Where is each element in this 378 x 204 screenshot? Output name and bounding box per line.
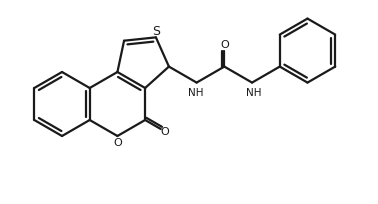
Text: O: O	[220, 40, 229, 50]
Text: NH: NH	[246, 88, 262, 98]
Text: NH: NH	[188, 88, 203, 98]
Text: S: S	[152, 25, 160, 38]
Text: O: O	[161, 126, 169, 136]
Text: O: O	[113, 138, 122, 148]
